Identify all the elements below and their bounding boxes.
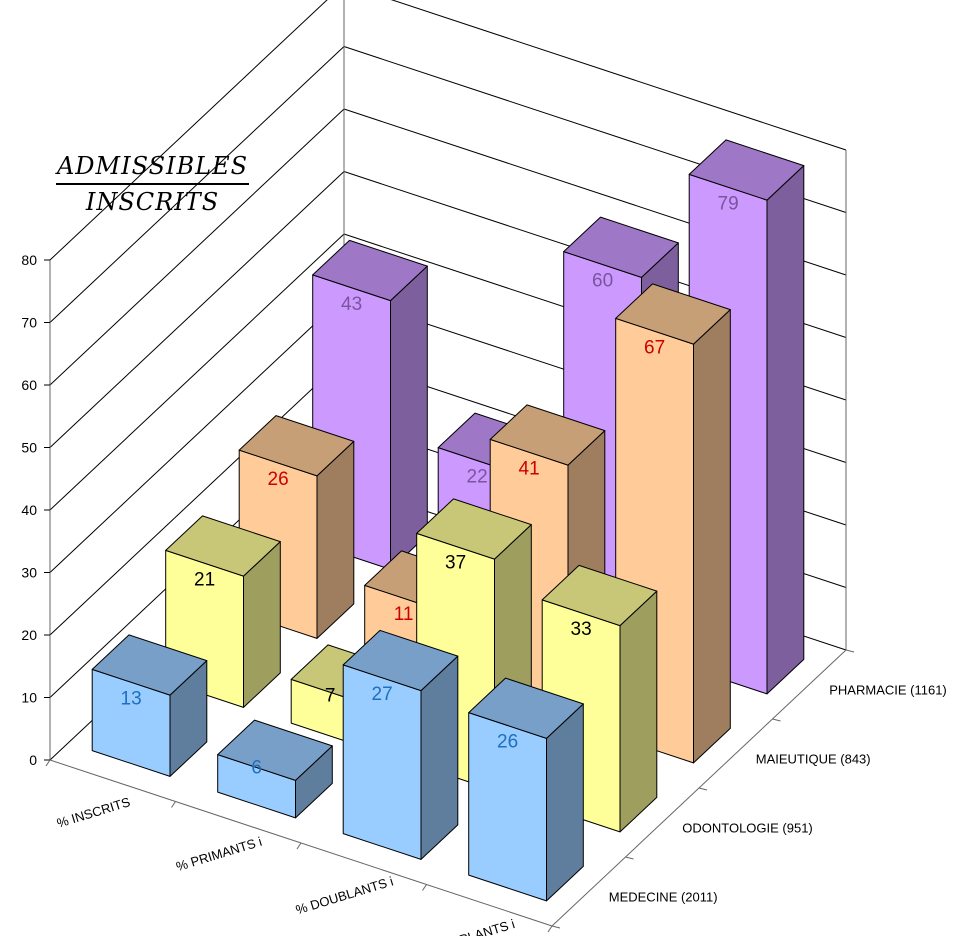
y-tick-label: 80 [21,252,37,268]
z-tick-mark [698,787,708,791]
title-numerator: ADMISSIBLES [56,152,249,180]
x-category-label: % DOUBLANTS i [294,873,395,917]
series-axis-label: PHARMACIE (1161) [829,683,947,698]
z-tick-mark [625,856,634,860]
bar-top-face [615,283,731,345]
x-category-label: % INSCRITS [55,794,132,831]
bar-value-label: 27 [372,684,393,705]
bar-top-face [541,564,658,627]
bar-top-face [342,629,459,692]
bar-value-label: 37 [445,552,466,573]
side-gridline [49,0,328,261]
side-gridline [49,108,345,386]
bar-value-label: 60 [592,271,613,292]
z-tick-mark [845,649,855,653]
bar-top-face [91,634,208,696]
x-tick-mark [422,884,427,891]
bar-value-label: 11 [394,604,414,625]
side-gridline [49,233,345,511]
y-tick-label: 30 [21,565,37,581]
bar-value-label: 79 [718,193,739,214]
y-tick-label: 60 [21,377,37,393]
side-gridline [49,171,345,448]
bars: 43 22 60 79 26 11 41 67 21 7 37 33 13 6 27 26 [91,139,805,902]
bar: 6 [217,719,333,819]
y-tick-label: 10 [21,690,37,706]
bar-value-label: 21 [194,569,215,590]
bar-top-face [165,515,281,577]
bar-top-face [489,404,606,466]
title-denominator: INSCRITS [85,188,220,216]
bar-value-label: 41 [519,458,540,479]
bar-value-label: 43 [341,294,362,315]
bar: 67 [615,283,731,764]
z-tick-mark [772,718,781,722]
bar-side-face [619,590,658,833]
y-tick-label: 0 [29,752,37,768]
bar-value-label: 13 [121,688,142,709]
x-category-label: % PRIMANTS i [174,834,263,874]
series-axis-label: MAIEUTIQUE (843) [756,752,871,767]
bar-value-label: 6 [251,757,262,778]
bar-top-face [217,719,333,781]
bar-top-face [238,415,355,477]
bar-top-face [416,498,532,560]
bar-value-label: 33 [571,619,592,640]
bar-top-face [468,677,584,739]
x-tick-mark [547,925,553,933]
y-tick-label: 70 [21,315,37,331]
x-tick-mark [171,801,176,808]
x-tick-mark [296,842,302,850]
bar-side-face [390,265,428,570]
bar-side-face [693,309,731,764]
series-axis-label: MEDECINE (2011) [609,890,718,905]
z-tick-mark [551,925,561,929]
bar-value-label: 22 [467,467,488,488]
bar: 27 [342,629,459,860]
chart-title: ADMISSIBLES INSCRITS [50,152,255,216]
bar-value-label: 26 [497,732,518,753]
bar: 26 [468,677,584,902]
bar: 13 [91,634,208,777]
y-tick-label: 20 [21,627,37,643]
back-gridline [390,0,847,151]
bar-top-face [688,139,805,201]
side-gridline [49,358,345,636]
bar-side-face [766,165,805,695]
y-tick-label: 40 [21,502,37,518]
x-tick-mark [45,759,51,767]
side-gridline [49,296,345,573]
bar-top-face [563,216,679,278]
bar-top-face [312,239,428,302]
fraction-bar [56,183,249,185]
series-axis-label: ODONTOLOGIE (951) [682,821,813,836]
bar: 33 [541,564,658,833]
bar-side-face [420,655,459,860]
bar-value-label: 67 [644,337,665,358]
bar-value-label: 7 [325,685,336,706]
y-tick-label: 50 [21,440,37,456]
bar-value-label: 26 [268,469,289,490]
x-category-label: % TRIPLANTS i [423,916,516,936]
side-gridline [49,46,345,323]
